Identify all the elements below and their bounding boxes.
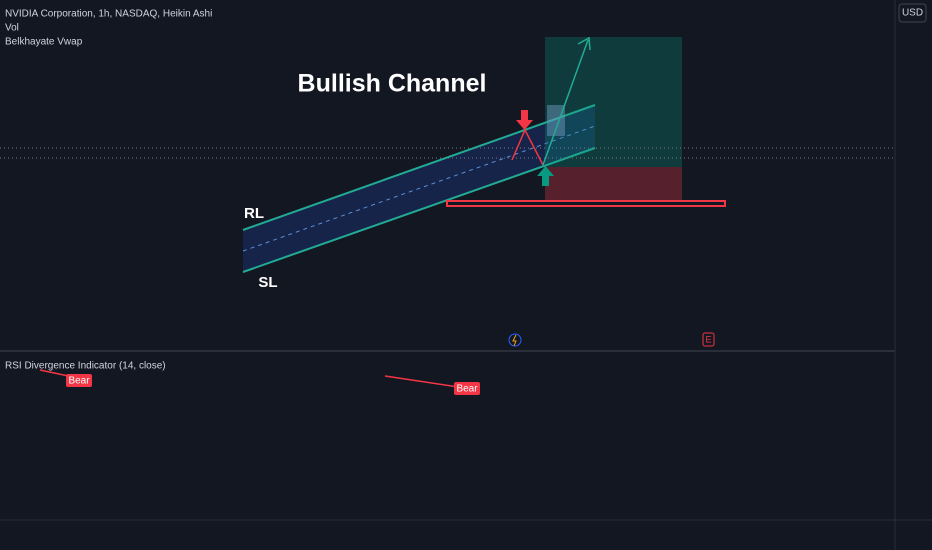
- bear-label-box: [66, 374, 92, 387]
- annotation: Bullish Channel: [298, 70, 487, 98]
- lightning: [512, 334, 517, 347]
- rsi-title: RSI Divergence Indicator (14, close): [5, 361, 166, 372]
- earnings-marker: E: [705, 334, 711, 344]
- channel-upper: [242, 104, 596, 231]
- path-up: [542, 39, 589, 166]
- indicator-label: Vol: [5, 23, 19, 34]
- divergence-line: [384, 375, 466, 389]
- price-axis: [895, 0, 932, 550]
- currency: USD: [902, 8, 923, 19]
- arrowhead: [577, 36, 591, 51]
- bear-label-box: [454, 382, 480, 395]
- bear-label: Bear: [456, 384, 478, 395]
- up-arrow: [537, 166, 554, 186]
- stop-zone: [545, 167, 682, 200]
- support-line: [446, 200, 726, 207]
- path-down: [511, 128, 544, 166]
- target-zone: [545, 37, 682, 167]
- annotation: SL: [258, 274, 277, 291]
- down-arrow: [516, 110, 533, 130]
- chart-title: NVIDIA Corporation, 1h, NASDAQ, Heikin A…: [5, 9, 212, 20]
- dividend-icon[interactable]: [508, 333, 522, 347]
- currency-button[interactable]: [898, 3, 927, 23]
- annotation: RL: [244, 205, 264, 222]
- entry-box: [547, 105, 565, 136]
- channel-lower: [242, 147, 596, 273]
- bear-label: Bear: [68, 376, 90, 387]
- earnings-icon[interactable]: [702, 332, 715, 347]
- indicator-label: Belkhayate Vwap: [5, 37, 83, 48]
- channel-mid: [242, 125, 596, 252]
